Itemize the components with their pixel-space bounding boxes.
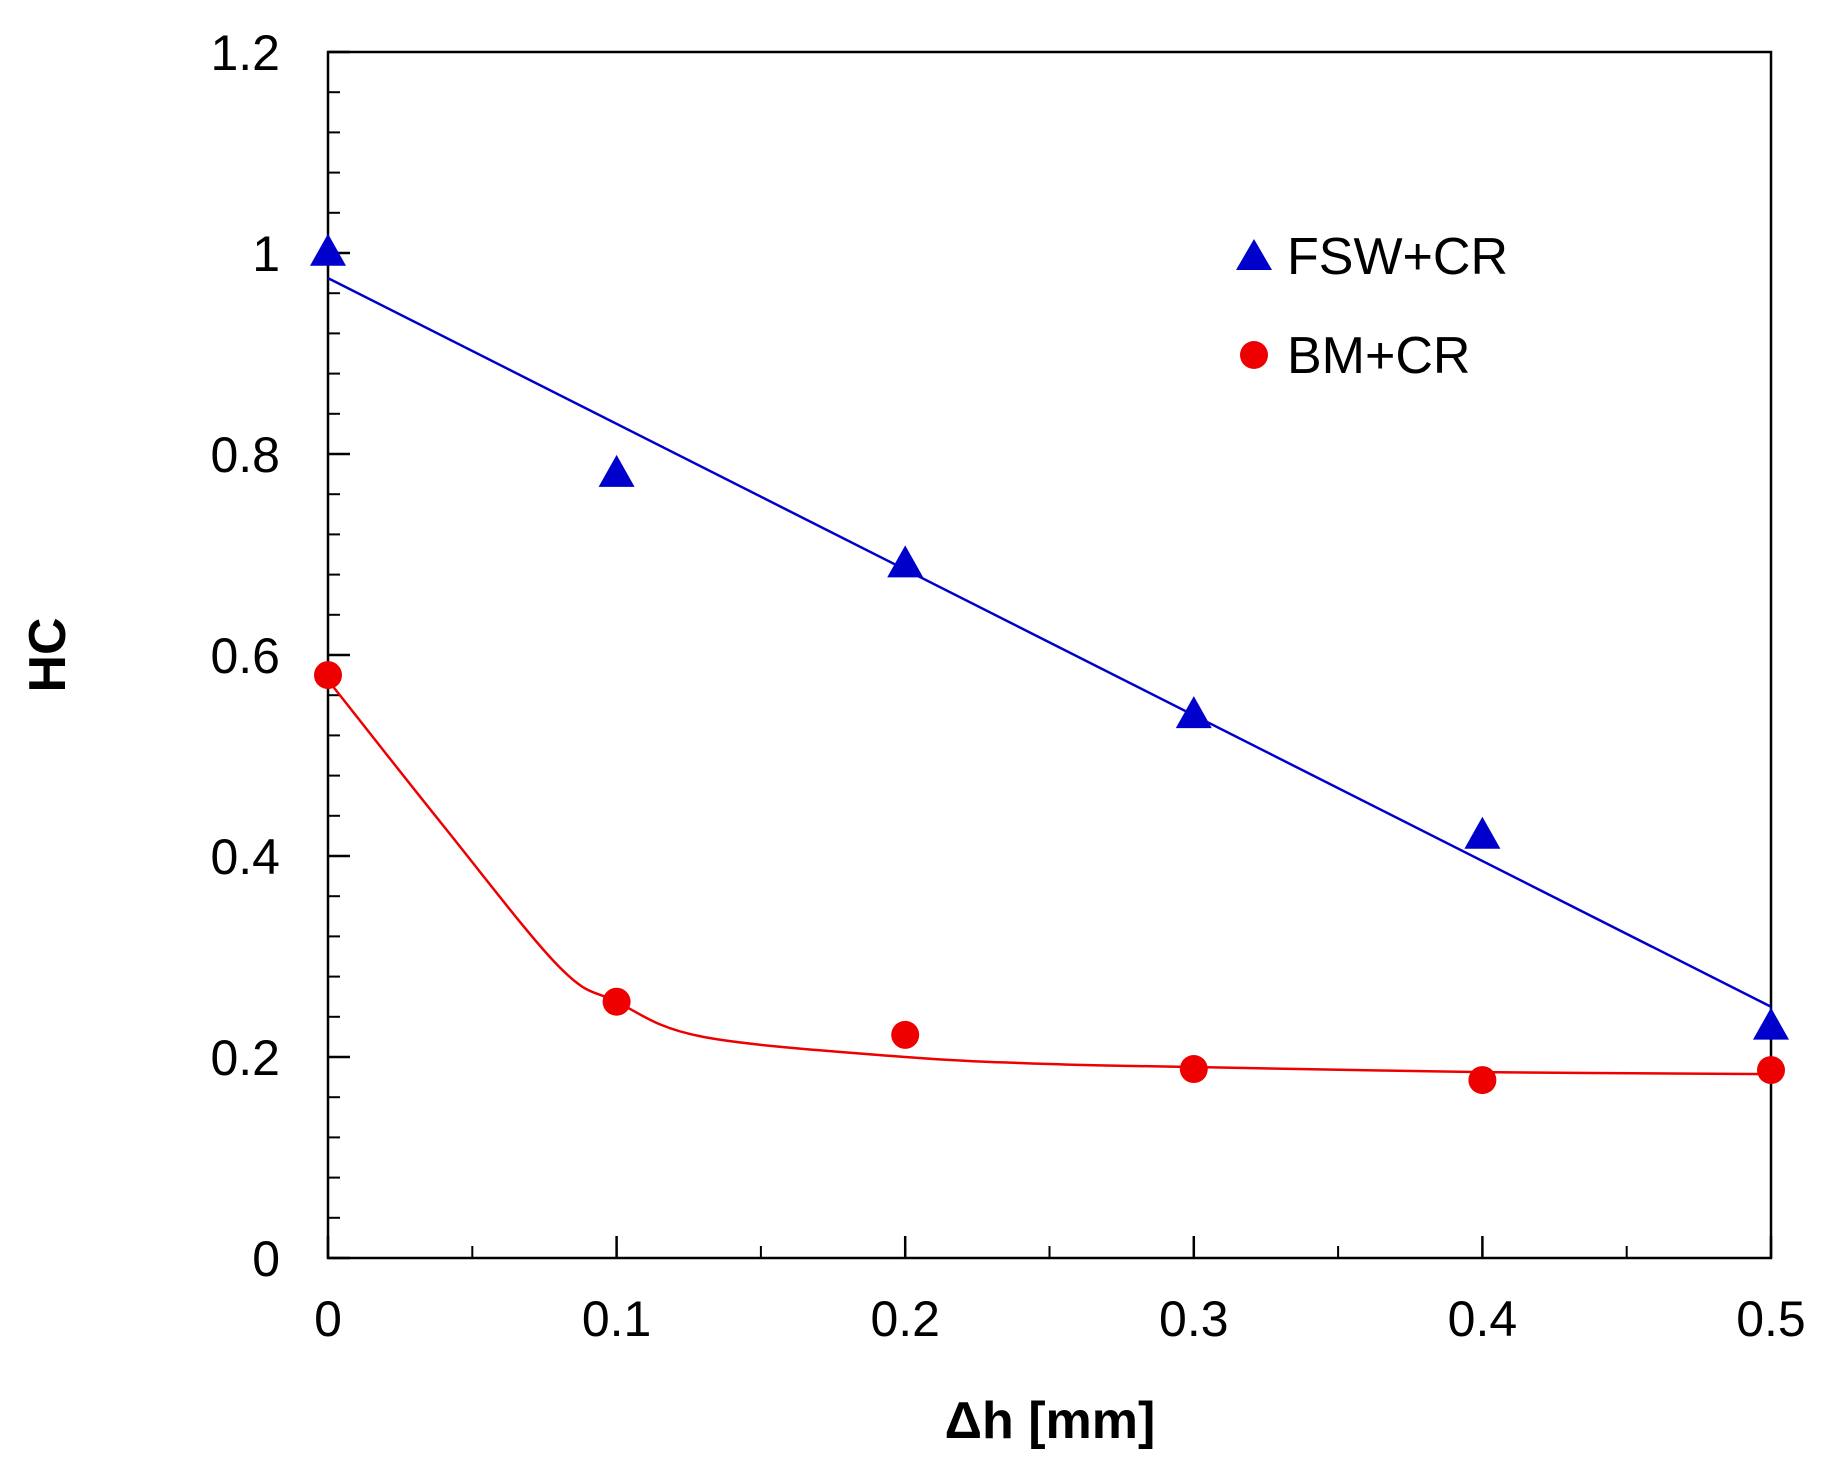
x-tick-labels: 0 0.1 0.2 0.3 0.4 0.5 bbox=[314, 1291, 1806, 1347]
fit-line-series-2 bbox=[327, 679, 1772, 1076]
y-tick-label: 0.2 bbox=[210, 1030, 280, 1086]
data-point-fsw-cr bbox=[887, 545, 924, 578]
legend-triangle-marker bbox=[1236, 239, 1272, 270]
legend-label-fsw-cr: FSW+CR bbox=[1287, 228, 1508, 286]
data-point-bm-cr bbox=[1179, 1055, 1208, 1084]
y-tick-label: 0.6 bbox=[210, 628, 280, 684]
data-point-fsw-cr bbox=[310, 233, 346, 266]
x-axis-title: Δh [mm] bbox=[945, 1392, 1156, 1450]
y-axis-title: HC bbox=[19, 617, 77, 692]
x-tick-label: 0.1 bbox=[582, 1291, 652, 1347]
y-tick-label: 1.2 bbox=[210, 25, 280, 81]
data-point-fsw-cr bbox=[598, 454, 635, 487]
y-tick-label: 0 bbox=[252, 1231, 280, 1287]
data-point-bm-cr bbox=[314, 661, 342, 690]
data-point-bm-cr bbox=[602, 987, 631, 1016]
y-tick-labels: 0 0.2 0.4 0.6 0.8 1 1.2 bbox=[210, 25, 280, 1287]
legend-label-bm-cr: BM+CR bbox=[1287, 327, 1470, 385]
y-tick-label: 1 bbox=[252, 226, 280, 282]
data-point-fsw-cr bbox=[1175, 696, 1212, 729]
fit-line-series-1 bbox=[327, 277, 1772, 1008]
data-point-fsw-cr bbox=[1464, 816, 1501, 849]
data-point-fsw-cr bbox=[1753, 1007, 1789, 1040]
x-tick-label: 0.2 bbox=[870, 1291, 940, 1347]
data-point-bm-cr bbox=[891, 1020, 920, 1049]
x-tick-label: 0.5 bbox=[1736, 1291, 1806, 1347]
y-tick-label: 0.4 bbox=[210, 829, 280, 885]
data-point-bm-cr bbox=[1468, 1066, 1497, 1095]
x-tick-label: 0 bbox=[314, 1291, 342, 1347]
minor-ticks bbox=[327, 51, 1772, 1259]
x-tick-label: 0.4 bbox=[1448, 1291, 1518, 1347]
data-point-bm-cr bbox=[1757, 1056, 1785, 1085]
plot-area bbox=[326, 50, 1773, 1260]
legend: FSW+CR BM+CR bbox=[1236, 228, 1508, 385]
y-tick-label: 0.8 bbox=[210, 427, 280, 483]
fit-lines bbox=[327, 277, 1772, 1076]
legend-circle-marker bbox=[1240, 341, 1268, 369]
major-ticks bbox=[326, 50, 1773, 1260]
x-tick-label: 0.3 bbox=[1159, 1291, 1229, 1347]
markers bbox=[310, 233, 1789, 1095]
